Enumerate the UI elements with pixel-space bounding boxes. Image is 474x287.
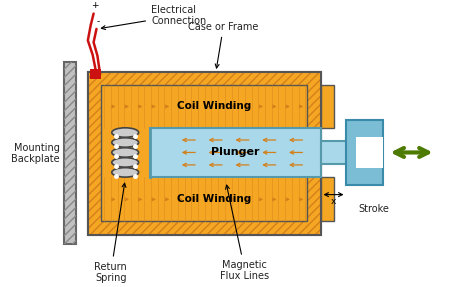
Text: Coil Winding: Coil Winding	[177, 102, 251, 111]
Bar	[88, 72, 320, 235]
Bar	[320, 141, 359, 164]
Text: -: -	[97, 17, 100, 26]
Text: Electrical
Connection: Electrical Connection	[101, 5, 206, 30]
Bar	[307, 72, 320, 235]
Bar	[356, 137, 383, 168]
Bar	[320, 86, 334, 127]
Bar	[90, 69, 101, 79]
Text: Return
Spring: Return Spring	[94, 183, 127, 283]
Text: Plunger: Plunger	[211, 148, 260, 158]
Bar	[64, 63, 76, 245]
Bar	[150, 127, 320, 177]
Text: Stroke: Stroke	[359, 204, 390, 214]
Bar	[101, 86, 307, 221]
Bar	[320, 177, 334, 221]
Bar	[64, 63, 76, 245]
Ellipse shape	[112, 148, 138, 157]
Text: Mounting
Backplate: Mounting Backplate	[11, 143, 60, 164]
Text: Case or Frame: Case or Frame	[188, 22, 258, 68]
Bar	[346, 120, 383, 185]
Bar	[88, 72, 320, 86]
Bar	[88, 221, 320, 235]
Ellipse shape	[112, 128, 138, 137]
Bar	[88, 72, 101, 235]
Bar	[88, 72, 320, 235]
Text: Coil Winding: Coil Winding	[177, 194, 251, 204]
Text: Magnetic
Flux Lines: Magnetic Flux Lines	[220, 185, 270, 281]
Text: +: +	[91, 1, 98, 10]
Ellipse shape	[112, 138, 138, 147]
Ellipse shape	[112, 158, 138, 167]
Text: x: x	[331, 197, 336, 205]
Ellipse shape	[112, 168, 138, 177]
